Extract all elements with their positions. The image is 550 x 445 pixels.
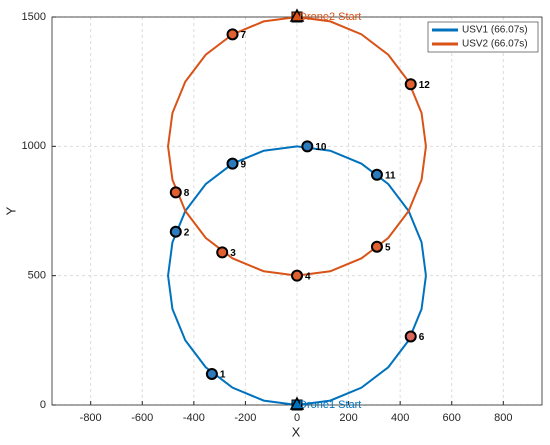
- waypoint: [404, 330, 417, 343]
- series-line: [167, 145, 427, 407]
- start-square: [291, 11, 303, 23]
- waypoint-label: 8: [184, 188, 190, 199]
- y-tick-label: 500: [28, 270, 46, 282]
- legend-label: USV2 (66.07s): [462, 39, 528, 50]
- waypoint: [169, 186, 182, 199]
- waypoint-label: 3: [230, 248, 236, 259]
- waypoint: [370, 240, 383, 253]
- x-tick-label: -800: [80, 412, 102, 424]
- y-axis-label: Y: [3, 206, 18, 215]
- waypoint: [226, 28, 239, 41]
- series-line: [167, 15, 427, 277]
- waypoint-label: 5: [385, 242, 391, 253]
- waypoint: [216, 246, 229, 259]
- waypoint: [370, 168, 383, 181]
- start-triangle: [289, 396, 305, 410]
- waypoint-label: 6: [419, 332, 425, 343]
- waypoint: [301, 140, 314, 153]
- waypoint-label: 4: [305, 271, 311, 282]
- start-square: [291, 399, 303, 411]
- waypoint-label: 2: [184, 227, 190, 238]
- start-label: Drone2 Start: [299, 11, 361, 23]
- x-tick-label: 800: [494, 412, 512, 424]
- y-tick-label: 0: [40, 399, 46, 411]
- start-triangle: [289, 8, 305, 22]
- waypoint: [169, 225, 182, 238]
- waypoint-label: 12: [419, 80, 431, 91]
- y-tick-label: 1000: [22, 140, 46, 152]
- waypoint-label: 9: [241, 159, 247, 170]
- legend-label: USV1 (66.07s): [462, 25, 528, 36]
- waypoint-label: 11: [385, 170, 396, 181]
- x-tick-label: 400: [391, 412, 409, 424]
- waypoint: [291, 269, 303, 282]
- x-tick-label: -600: [131, 412, 153, 424]
- start-label: Drone1 Start: [299, 399, 361, 411]
- y-tick-label: 1500: [22, 11, 46, 23]
- waypoint: [205, 367, 218, 380]
- x-tick-label: -400: [183, 412, 205, 424]
- waypoint: [226, 157, 239, 170]
- legend-box: [427, 21, 539, 53]
- x-axis-label: X: [292, 424, 301, 439]
- waypoint-label: 10: [315, 142, 327, 153]
- x-tick-label: 600: [443, 412, 461, 424]
- waypoint: [404, 78, 417, 91]
- x-tick-label: 200: [339, 412, 357, 424]
- x-tick-label: -200: [234, 412, 256, 424]
- x-tick-label: 0: [294, 412, 300, 424]
- waypoint-label: 7: [241, 30, 247, 41]
- waypoint-label: 1: [220, 370, 226, 381]
